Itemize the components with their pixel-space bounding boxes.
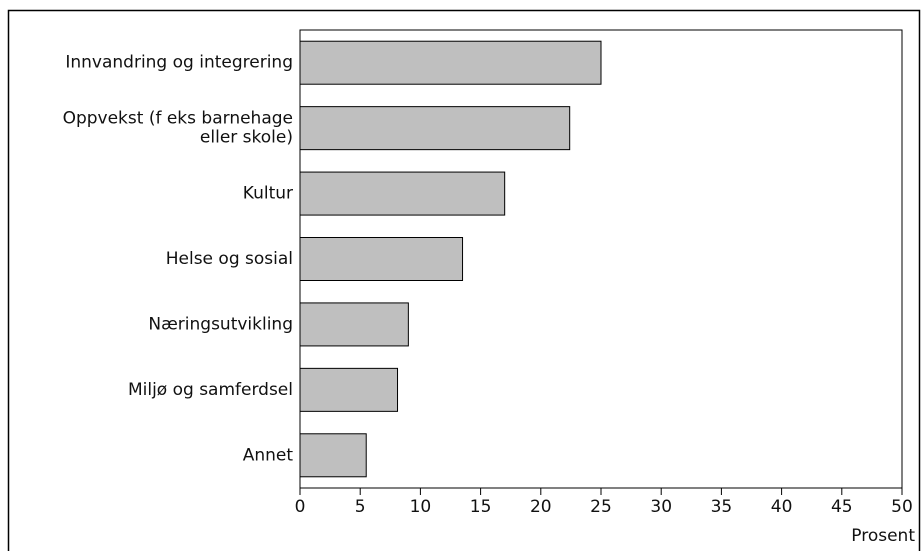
y-tick-label: Kultur (243, 184, 293, 204)
y-tick-label: Innvandring og integrering (65, 53, 293, 73)
y-tick-label: Annet (243, 445, 294, 465)
x-tick-label: 40 (771, 497, 793, 517)
bar (299, 367, 399, 412)
bar (299, 237, 464, 281)
y-tick-label: Miljø og samferdsel (128, 380, 293, 400)
bar (299, 40, 602, 85)
x-tick-label: 30 (650, 497, 672, 517)
y-tick-label: eller skole) (200, 128, 293, 148)
x-tick-label: 20 (530, 497, 552, 517)
x-tick-label: 45 (831, 497, 853, 517)
x-tick-label: 0 (295, 497, 306, 517)
x-tick-label: 10 (410, 497, 432, 517)
x-tick-label: 50 (891, 497, 913, 517)
frame (7, 9, 921, 551)
bar (299, 433, 367, 478)
x-tick-label: 15 (470, 497, 492, 517)
y-tick-label: Næringsutvikling (148, 314, 293, 334)
x-tick-label: 35 (711, 497, 733, 517)
x-tick-label: 5 (355, 497, 366, 517)
y-tick-label: Oppvekst (f eks barnehage (63, 109, 293, 129)
bar (299, 106, 571, 151)
x-axis-label: Prosent (851, 526, 915, 546)
y-tick-label: Helse og sosial (166, 249, 293, 269)
bar (299, 302, 409, 347)
bar (299, 171, 506, 216)
x-tick-label: 25 (590, 497, 612, 517)
